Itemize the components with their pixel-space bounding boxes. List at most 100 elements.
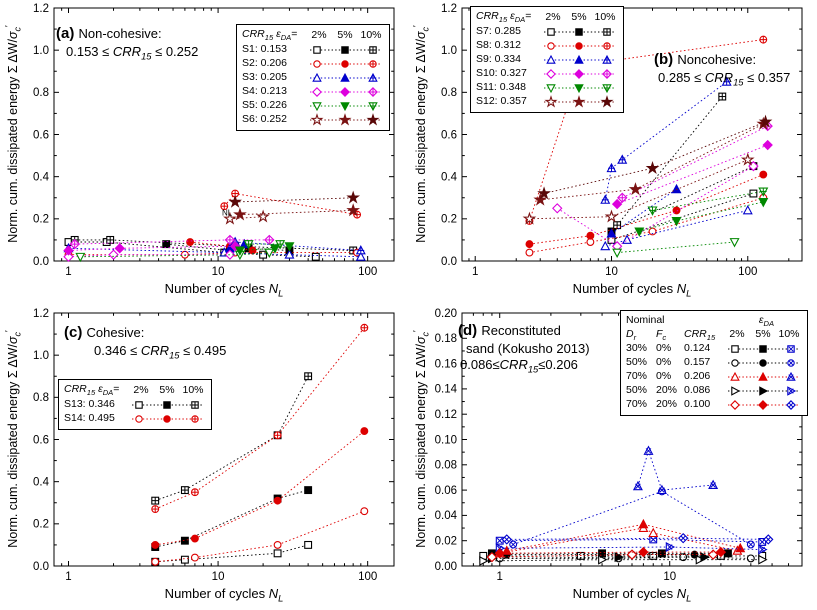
plot-frame xyxy=(53,312,395,567)
symbol-star xyxy=(256,209,270,223)
symbol-square xyxy=(191,401,199,409)
symbol-square xyxy=(311,252,320,261)
symbol-square xyxy=(341,46,349,54)
x-tick-label: 100 xyxy=(358,266,377,278)
symbol-triangle xyxy=(574,54,584,64)
symbol-triangle-right xyxy=(759,386,769,396)
y-tick-label: 0.0 xyxy=(33,561,49,573)
symbol-triangle xyxy=(656,484,667,495)
legend-symbols-S12 xyxy=(544,95,614,108)
legend-label: S7: 0.285 xyxy=(476,25,521,38)
symbol-diamond xyxy=(602,69,612,79)
symbol-diamond xyxy=(312,87,322,97)
x-tick-label: 10 xyxy=(605,266,618,278)
legend-row-50-20: 50% 20% 0.086 xyxy=(626,384,802,398)
legend-label: S14: 0.495 xyxy=(64,412,115,425)
symbol-triangle xyxy=(643,445,654,455)
symbol-circle xyxy=(313,60,321,68)
legend-label: S8: 0.312 xyxy=(476,39,521,52)
symbol-diamond xyxy=(763,534,774,545)
series-S8-2% xyxy=(525,193,768,257)
legend-label: S12: 0.357 xyxy=(476,95,527,108)
symbol-circle xyxy=(679,553,688,562)
symbol-diamond xyxy=(611,198,623,210)
symbol-triangle xyxy=(602,54,612,64)
legend-row-30-0: 30% 0% 0.124 xyxy=(626,342,802,356)
x-tick-label: 1 xyxy=(472,266,478,278)
symbol-diamond xyxy=(224,234,236,246)
symbol-triangle-down xyxy=(275,240,286,250)
y-tick-label: 0.0 xyxy=(441,256,457,268)
symbol-star xyxy=(740,152,755,166)
y-tick-label: 1.0 xyxy=(33,350,49,362)
series-S9-5% xyxy=(606,183,682,238)
symbol-triangle-down xyxy=(574,84,584,94)
y-tick-label: 0.4 xyxy=(33,171,50,183)
symbol-square xyxy=(106,235,115,244)
legend-row-S3: S3: 0.205 xyxy=(242,71,384,85)
symbol-star xyxy=(366,113,380,126)
symbol-star xyxy=(572,95,586,108)
legend-row-50-0: 50% 0% 0.157 xyxy=(626,356,802,370)
symbol-triangle-right xyxy=(758,544,768,555)
symbol-triangle-down xyxy=(264,248,275,258)
symbol-triangle xyxy=(742,204,753,215)
legend-eps-columns: 2% 5% 10% xyxy=(729,328,800,341)
legend-label: S2: 0.206 xyxy=(242,57,287,70)
symbol-diamond xyxy=(707,549,719,560)
symbol-circle xyxy=(151,540,160,549)
symbol-triangle-down xyxy=(284,242,295,252)
legend-label: S10: 0.327 xyxy=(476,67,527,80)
legend-row-S14: S14: 0.495 xyxy=(64,412,206,426)
symbol-circle xyxy=(248,246,257,255)
x-tick-label: 1 xyxy=(65,266,71,278)
legend-eps-columns: 2% 5% 10% xyxy=(133,383,204,396)
series-S4-10% xyxy=(69,234,275,250)
y-tick-label: 0.8 xyxy=(33,392,49,404)
y-axis-label-a: Norm. cum. dissipated energy Σ ΔW/σc′ xyxy=(3,25,23,243)
series-70-20-5% xyxy=(494,546,727,559)
x-tick-label: 100 xyxy=(738,266,757,278)
symbol-diamond xyxy=(574,69,584,79)
legend-row-S13: S13: 0.346 xyxy=(64,398,206,412)
y-tick-label: 1.0 xyxy=(33,45,49,57)
legend-symbols-S11 xyxy=(544,84,614,94)
symbol-square xyxy=(718,92,727,101)
symbol-triangle xyxy=(600,194,611,204)
series-S5-5% xyxy=(234,242,295,256)
symbol-triangle xyxy=(735,542,746,553)
legend-row-S1: S1: 0.153 xyxy=(242,43,384,57)
series-S4-2% xyxy=(63,249,236,262)
symbol-triangle-right xyxy=(731,386,741,396)
symbol-circle xyxy=(341,60,349,68)
y-tick-label: 0.06 xyxy=(435,485,457,497)
legend-symbols-S8 xyxy=(544,42,614,50)
legend-row-S7: S7: 0.285 xyxy=(476,25,618,39)
symbol-triangle-down xyxy=(612,248,623,258)
symbol-triangle-right xyxy=(787,386,797,396)
symbol-circle xyxy=(220,202,229,211)
y-axis-label-b: Norm. cum. dissipated energy Σ ΔW/σc′ xyxy=(411,25,431,243)
symbol-triangle-down xyxy=(671,216,682,227)
symbol-star xyxy=(233,207,247,221)
legend-row-S11: S11: 0.348 xyxy=(476,81,618,95)
legend-header: Nominal εDA xyxy=(626,313,774,328)
legend-header: CRR15 εDA= 2% 5% 10% xyxy=(476,10,618,25)
legend-d: Nominal εDA Dr Fc CRR15 2% 5% 10% 30% 0% 0.124 50% 0… xyxy=(620,310,808,416)
symbol-circle xyxy=(273,540,282,549)
symbol-square xyxy=(369,46,377,54)
symbol-triangle xyxy=(606,162,617,173)
symbol-circle xyxy=(190,534,199,543)
x-axis-label-c: Number of cycles NL xyxy=(164,586,284,604)
symbol-circle xyxy=(648,227,657,236)
symbol-circle xyxy=(759,170,768,179)
x-tick-label: 1 xyxy=(497,571,503,583)
y-tick-label: 0.6 xyxy=(33,129,49,141)
symbol-triangle-right xyxy=(665,542,676,553)
symbol-circle xyxy=(151,557,160,566)
legend-symbols-S13 xyxy=(132,401,202,409)
symbol-circle xyxy=(273,496,282,505)
series-S14-5% xyxy=(151,427,369,549)
symbol-star xyxy=(758,114,773,128)
